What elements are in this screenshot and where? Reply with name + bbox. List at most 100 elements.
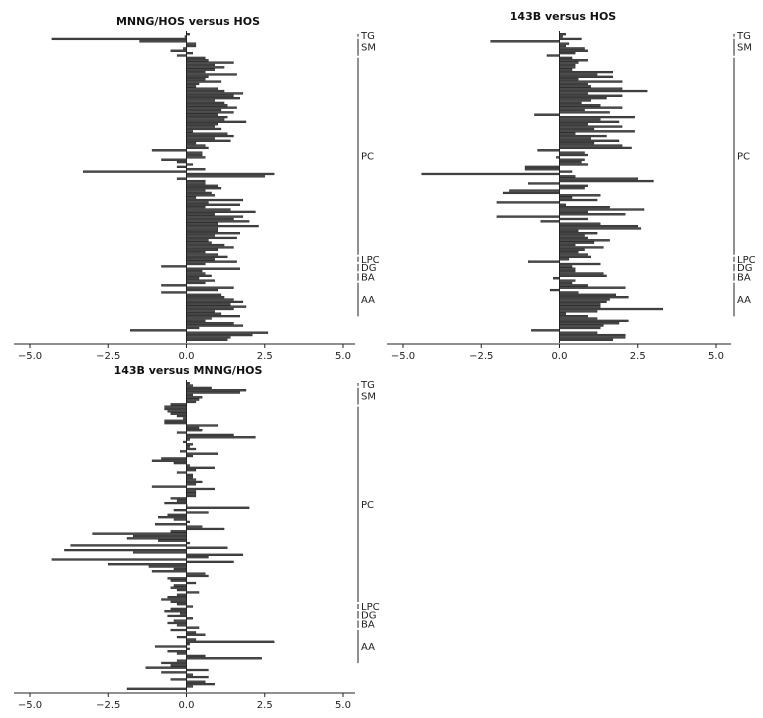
bar <box>186 443 193 446</box>
bar <box>559 203 566 206</box>
bar <box>559 326 601 330</box>
bar <box>186 288 218 292</box>
bar <box>559 234 585 237</box>
bar <box>186 553 244 556</box>
bar <box>186 52 193 55</box>
bar <box>186 338 228 341</box>
bar <box>559 243 576 247</box>
bar <box>559 132 576 135</box>
bar <box>559 187 585 190</box>
bar <box>559 78 579 81</box>
bar <box>126 537 187 540</box>
bar <box>559 255 591 259</box>
bar <box>186 546 228 549</box>
bar <box>559 196 573 199</box>
bar <box>559 336 626 339</box>
bar <box>186 305 247 308</box>
bar <box>186 478 197 481</box>
bar <box>148 565 187 568</box>
bar <box>559 331 598 334</box>
bar <box>164 610 187 613</box>
bar <box>186 224 259 228</box>
bar <box>559 286 626 289</box>
bar <box>186 236 237 240</box>
bar <box>186 106 237 109</box>
bar <box>496 201 560 204</box>
bar <box>186 298 234 301</box>
bar <box>559 70 613 74</box>
group-label: DG <box>361 263 376 274</box>
bar <box>186 75 209 78</box>
bar <box>186 393 193 397</box>
bar <box>559 279 576 282</box>
bar <box>186 61 234 64</box>
bar <box>186 97 240 100</box>
bar <box>176 588 187 592</box>
bar <box>509 189 560 192</box>
bar <box>167 410 187 413</box>
panel-143b-vs-mnng-hos: 143B versus MNNG/HOS −5.0 −2.5 0.0 2.5 5.0 TG… <box>14 364 380 711</box>
bar <box>537 149 560 152</box>
bar <box>186 433 234 437</box>
bar <box>167 614 187 618</box>
bar <box>186 631 197 634</box>
bar <box>176 624 187 627</box>
bar <box>186 574 209 578</box>
bar <box>559 310 598 313</box>
bar <box>559 47 585 50</box>
group-label: TG <box>360 380 375 391</box>
bar <box>170 600 187 603</box>
bar <box>559 49 588 52</box>
x-tick-label: −2.5 <box>469 351 493 362</box>
group-label: LPC <box>361 602 380 613</box>
bar <box>186 104 228 107</box>
bar <box>186 384 193 387</box>
chart-title: 143B versus HOS <box>510 10 617 23</box>
x-tick-label: 0.0 <box>179 351 195 362</box>
bar <box>186 281 206 285</box>
bar <box>176 659 187 662</box>
bar <box>186 232 240 235</box>
bar <box>186 127 222 131</box>
bar <box>559 246 604 249</box>
bar <box>186 56 206 60</box>
group-label: LPC <box>361 255 380 266</box>
group-label: BA <box>737 273 751 284</box>
bar <box>186 184 218 187</box>
bar <box>559 158 585 161</box>
bar <box>559 177 638 180</box>
bar <box>559 251 579 254</box>
bar <box>186 220 250 223</box>
bar <box>559 296 629 299</box>
bar <box>186 78 206 81</box>
bar <box>186 581 197 585</box>
bar <box>186 640 275 643</box>
bar <box>559 160 582 164</box>
bar <box>186 130 193 133</box>
bar <box>186 182 206 185</box>
x-tick-label: −5.0 <box>391 351 415 362</box>
bar <box>186 85 197 88</box>
bar <box>186 215 244 218</box>
bar <box>186 94 234 97</box>
group-label: AA <box>361 295 375 306</box>
bar <box>186 527 225 531</box>
bar <box>170 628 187 632</box>
bar <box>186 80 222 83</box>
bar <box>170 497 187 500</box>
bar <box>186 494 197 498</box>
bar <box>186 272 206 275</box>
bar <box>186 591 200 594</box>
bar <box>186 638 197 641</box>
bar <box>528 182 560 185</box>
x-tick-label: 0.0 <box>552 351 568 362</box>
bar <box>559 80 623 83</box>
bar <box>186 300 244 304</box>
bar <box>186 68 215 71</box>
bar <box>559 87 623 90</box>
bar <box>559 298 610 301</box>
bar <box>186 134 234 138</box>
bar <box>173 584 187 587</box>
bar <box>186 303 231 306</box>
